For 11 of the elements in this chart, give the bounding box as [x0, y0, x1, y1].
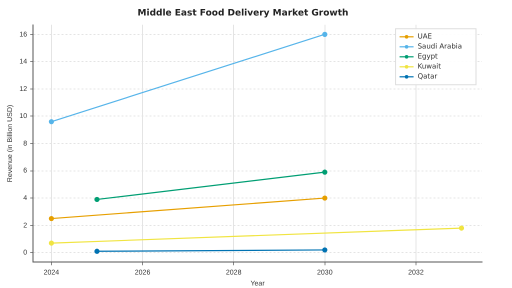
point	[48, 119, 54, 124]
point	[322, 170, 328, 175]
point	[94, 196, 100, 202]
point	[48, 216, 54, 222]
point	[48, 240, 54, 246]
point	[458, 225, 464, 231]
point	[94, 248, 100, 254]
point	[322, 195, 328, 201]
point	[322, 32, 328, 37]
point	[322, 247, 328, 253]
chart-title: Middle East Food Delivery Market Growth	[138, 8, 348, 19]
